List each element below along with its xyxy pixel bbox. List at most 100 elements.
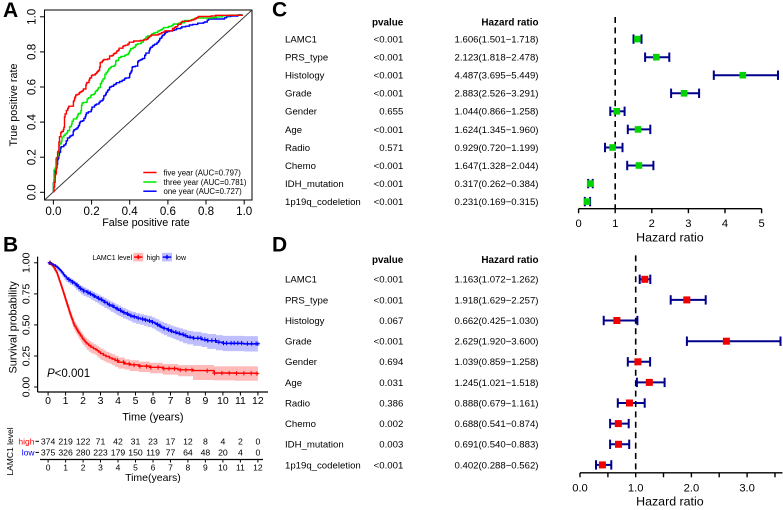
svg-text:1.624(1.345−1.960): 1.624(1.345−1.960) bbox=[454, 125, 538, 136]
svg-text:2.0: 2.0 bbox=[684, 482, 700, 494]
svg-text:0.888(0.679−1.161): 0.888(0.679−1.161) bbox=[454, 398, 538, 409]
svg-text:0.231(0.169−0.315): 0.231(0.169−0.315) bbox=[454, 197, 538, 208]
svg-text:9: 9 bbox=[203, 463, 208, 473]
svg-text:0.694: 0.694 bbox=[379, 357, 404, 368]
svg-text:179: 179 bbox=[111, 447, 126, 457]
svg-text:3.0: 3.0 bbox=[739, 482, 755, 494]
svg-text:Radio: Radio bbox=[285, 143, 310, 154]
svg-text:8: 8 bbox=[186, 463, 191, 473]
svg-text:8: 8 bbox=[185, 395, 191, 407]
svg-text:IDH_mutation: IDH_mutation bbox=[285, 179, 344, 190]
svg-text:0.688(0.541−0.874): 0.688(0.541−0.874) bbox=[454, 419, 538, 430]
svg-text:1.039(0.859−1.258): 1.039(0.859−1.258) bbox=[454, 357, 538, 368]
svg-text:71: 71 bbox=[96, 436, 106, 446]
svg-text:1: 1 bbox=[612, 218, 618, 230]
svg-text:Grade: Grade bbox=[285, 337, 312, 348]
svg-text:<0.001: <0.001 bbox=[374, 53, 404, 64]
svg-text:1.0: 1.0 bbox=[628, 482, 644, 494]
svg-text:11: 11 bbox=[236, 463, 245, 473]
svg-text:one year (AUC=0.727): one year (AUC=0.727) bbox=[164, 187, 243, 196]
svg-text:Gender: Gender bbox=[285, 357, 318, 368]
svg-text:0.0: 0.0 bbox=[26, 184, 39, 200]
svg-text:Age: Age bbox=[285, 378, 302, 389]
svg-text:64: 64 bbox=[183, 447, 193, 457]
svg-text:3: 3 bbox=[98, 463, 103, 473]
svg-text:4: 4 bbox=[238, 447, 243, 457]
svg-text:0.067: 0.067 bbox=[379, 316, 403, 327]
svg-text:high: high bbox=[147, 255, 160, 262]
svg-text:0.6: 0.6 bbox=[26, 79, 39, 95]
svg-text:pvalue: pvalue bbox=[372, 255, 404, 266]
svg-text:4: 4 bbox=[115, 395, 121, 407]
svg-text:0.2: 0.2 bbox=[26, 149, 39, 165]
svg-text:0: 0 bbox=[575, 218, 581, 230]
svg-text:0.00: 0.00 bbox=[21, 377, 33, 398]
svg-text:1.647(1.328−2.044): 1.647(1.328−2.044) bbox=[454, 161, 538, 172]
svg-text:2: 2 bbox=[238, 436, 243, 446]
svg-text:5: 5 bbox=[133, 395, 139, 407]
svg-text:C: C bbox=[272, 0, 287, 22]
svg-text:<0.001: <0.001 bbox=[374, 71, 404, 82]
svg-text:0.25: 0.25 bbox=[21, 346, 33, 367]
svg-text:0: 0 bbox=[46, 463, 51, 473]
svg-text:0.6: 0.6 bbox=[160, 205, 176, 218]
svg-text:12: 12 bbox=[183, 436, 193, 446]
svg-text:1p19q_codeletion: 1p19q_codeletion bbox=[285, 460, 361, 471]
svg-text:PRS_type: PRS_type bbox=[285, 53, 328, 64]
svg-text:0.402(0.288−0.562): 0.402(0.288−0.562) bbox=[454, 460, 538, 471]
svg-text:0.662(0.425−1.030): 0.662(0.425−1.030) bbox=[454, 316, 538, 327]
svg-text:<0.001: <0.001 bbox=[374, 161, 404, 172]
svg-text:2: 2 bbox=[649, 218, 655, 230]
svg-text:1.00: 1.00 bbox=[21, 252, 33, 273]
svg-text:Time(years): Time(years) bbox=[125, 472, 181, 484]
svg-text:0.002: 0.002 bbox=[379, 419, 403, 430]
svg-text:0.8: 0.8 bbox=[198, 205, 214, 218]
svg-text:0.4: 0.4 bbox=[26, 113, 39, 130]
svg-text:Grade: Grade bbox=[285, 89, 312, 100]
svg-text:LAMC1: LAMC1 bbox=[285, 35, 317, 46]
svg-text:Histology: Histology bbox=[285, 316, 325, 327]
svg-text:<0.001: <0.001 bbox=[374, 275, 404, 286]
svg-text:326: 326 bbox=[58, 447, 73, 457]
svg-text:0.386: 0.386 bbox=[379, 398, 403, 409]
svg-text:2: 2 bbox=[80, 395, 86, 407]
svg-text:0: 0 bbox=[255, 447, 260, 457]
svg-text:17: 17 bbox=[166, 436, 176, 446]
svg-text:IDH_mutation: IDH_mutation bbox=[285, 440, 344, 451]
svg-text:219: 219 bbox=[58, 436, 73, 446]
svg-text:five year (AUC=0.797): five year (AUC=0.797) bbox=[164, 168, 242, 177]
svg-text:3: 3 bbox=[685, 218, 691, 230]
svg-text:0.691(0.540−0.883): 0.691(0.540−0.883) bbox=[454, 440, 538, 451]
svg-text:5: 5 bbox=[133, 463, 138, 473]
svg-text:2.883(2.526−3.291): 2.883(2.526−3.291) bbox=[454, 89, 538, 100]
svg-text:0.655: 0.655 bbox=[379, 107, 403, 118]
svg-text:375: 375 bbox=[41, 447, 56, 457]
svg-text:<0.001: <0.001 bbox=[374, 295, 404, 306]
svg-text:D: D bbox=[272, 234, 287, 257]
svg-text:0.0: 0.0 bbox=[45, 205, 61, 218]
svg-text:122: 122 bbox=[76, 436, 91, 446]
svg-text:31: 31 bbox=[131, 436, 141, 446]
svg-text:2.629(1.920−3.600): 2.629(1.920−3.600) bbox=[454, 337, 538, 348]
svg-text:0: 0 bbox=[45, 395, 51, 407]
svg-text:Age: Age bbox=[285, 125, 302, 136]
svg-text:P<0.001: P<0.001 bbox=[47, 368, 90, 380]
svg-text:Gender: Gender bbox=[285, 107, 318, 118]
svg-text:1.606(1.501−1.718): 1.606(1.501−1.718) bbox=[454, 35, 538, 46]
svg-text:6: 6 bbox=[151, 463, 156, 473]
svg-text:Chemo: Chemo bbox=[285, 419, 316, 430]
svg-text:23: 23 bbox=[148, 436, 158, 446]
svg-text:three year (AUC=0.781): three year (AUC=0.781) bbox=[164, 178, 247, 187]
svg-text:LAMC1 level: LAMC1 level bbox=[92, 255, 132, 262]
svg-text:Time (years): Time (years) bbox=[122, 412, 183, 424]
svg-text:0.8: 0.8 bbox=[26, 44, 39, 60]
svg-text:4: 4 bbox=[220, 436, 225, 446]
svg-text:<0.001: <0.001 bbox=[374, 35, 404, 46]
svg-text:Hazard ratio: Hazard ratio bbox=[481, 18, 538, 29]
svg-text:0.0: 0.0 bbox=[572, 482, 588, 494]
svg-text:10: 10 bbox=[217, 395, 229, 407]
svg-text:Hazard ratio: Hazard ratio bbox=[636, 231, 704, 245]
svg-text:1.0: 1.0 bbox=[26, 9, 39, 25]
svg-text:Hazard ratio: Hazard ratio bbox=[481, 255, 538, 266]
svg-text:1.918(1.629−2.257): 1.918(1.629−2.257) bbox=[454, 295, 538, 306]
